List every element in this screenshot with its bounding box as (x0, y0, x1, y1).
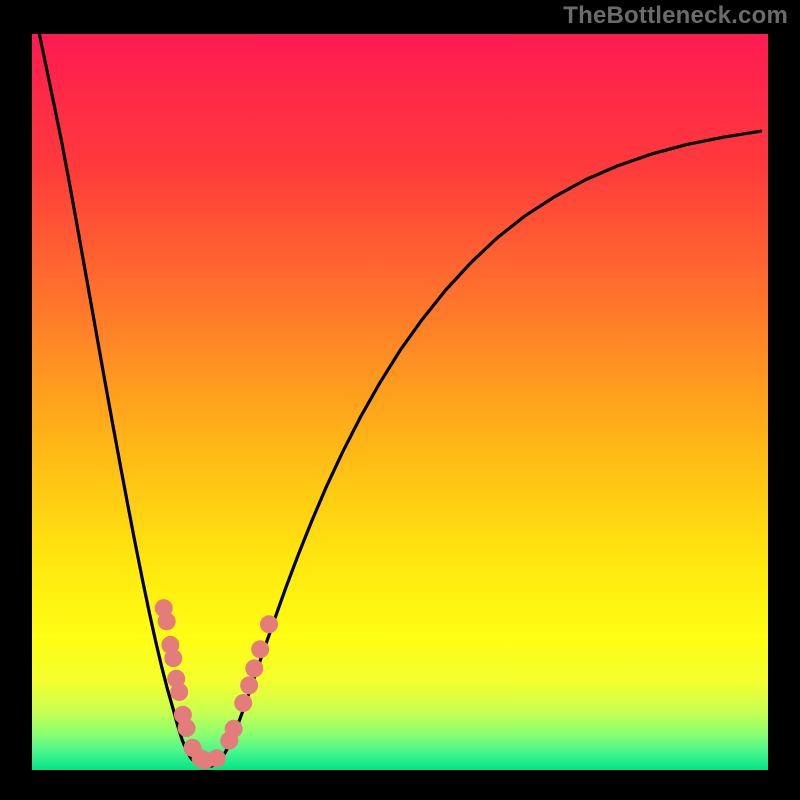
bottleneck-curve (39, 34, 760, 767)
data-marker (225, 720, 243, 738)
data-marker (158, 612, 176, 630)
data-marker (178, 719, 196, 737)
data-marker (170, 683, 188, 701)
data-marker (208, 749, 226, 767)
data-marker (245, 659, 263, 677)
chart-svg (32, 34, 768, 770)
data-marker (260, 615, 278, 633)
data-marker (164, 649, 182, 667)
chart-frame (32, 34, 768, 770)
data-marker (240, 676, 258, 694)
data-marker (234, 694, 252, 712)
watermark-text: TheBottleneck.com (563, 2, 788, 30)
data-marker (251, 640, 269, 658)
